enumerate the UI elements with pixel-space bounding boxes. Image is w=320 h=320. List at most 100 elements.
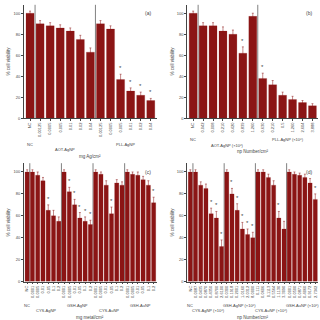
svg-text:mg metal/cm²: mg metal/cm² — [76, 315, 104, 320]
svg-text:0.0005: 0.0005 — [35, 285, 40, 298]
svg-text:(c): (c) — [145, 169, 151, 175]
svg-text:0.9172: 0.9172 — [307, 285, 312, 298]
svg-text:0.042: 0.042 — [200, 122, 205, 133]
svg-text:0.2: 0.2 — [151, 285, 156, 291]
svg-text:0.1: 0.1 — [82, 285, 87, 291]
svg-text:0.0435: 0.0435 — [198, 285, 203, 298]
svg-text:0.0871: 0.0871 — [297, 285, 302, 298]
svg-text:2.7342: 2.7342 — [313, 285, 318, 298]
svg-text:2.0312: 2.0312 — [245, 285, 250, 298]
svg-text:60: 60 — [16, 213, 21, 218]
svg-text:GSH-AuNP: GSH-AuNP — [130, 303, 151, 308]
svg-text:*: * — [210, 199, 213, 205]
svg-text:0.0005: 0.0005 — [47, 122, 52, 135]
svg-text:40: 40 — [16, 74, 21, 79]
svg-text:0.420: 0.420 — [230, 122, 235, 133]
svg-text:0.01: 0.01 — [135, 285, 140, 294]
svg-text:0.00125: 0.00125 — [98, 122, 103, 137]
svg-text:NC: NC — [24, 303, 30, 308]
svg-text:% cell viability: % cell viability — [170, 208, 175, 237]
svg-text:GSH-AgNP (×10⁶): GSH-AgNP (×10⁶) — [223, 303, 256, 308]
svg-text:0.01: 0.01 — [72, 285, 77, 294]
svg-text:(b): (b) — [306, 10, 312, 16]
svg-text:2.6100: 2.6100 — [219, 285, 224, 298]
svg-text:0.1: 0.1 — [51, 285, 56, 291]
svg-text:20: 20 — [16, 257, 21, 262]
svg-text:*: * — [230, 179, 233, 185]
svg-text:NC: NC — [190, 122, 195, 128]
svg-text:1.0160: 1.0160 — [240, 285, 245, 298]
svg-text:0.0500: 0.0500 — [292, 285, 297, 298]
svg-text:*: * — [152, 188, 155, 194]
svg-text:0.0005: 0.0005 — [67, 285, 72, 298]
svg-text:0.02: 0.02 — [138, 122, 143, 131]
svg-text:% cell viability: % cell viability — [170, 47, 175, 76]
svg-text:NC: NC — [27, 142, 33, 147]
svg-text:AOT-AgNP (×10⁶): AOT-AgNP (×10⁶) — [211, 143, 244, 148]
svg-text:20: 20 — [179, 257, 184, 262]
svg-text:20: 20 — [179, 95, 184, 100]
svg-text:0.01: 0.01 — [128, 122, 133, 131]
svg-text:60: 60 — [16, 53, 21, 58]
svg-text:NC: NC — [24, 286, 29, 292]
svg-text:*: * — [78, 204, 81, 210]
svg-text:0.839: 0.839 — [240, 122, 245, 133]
svg-text:0.05: 0.05 — [77, 285, 82, 294]
svg-text:0.01: 0.01 — [104, 285, 109, 294]
svg-text:np Number/cm²: np Number/cm² — [237, 149, 269, 154]
svg-text:80: 80 — [16, 32, 21, 37]
svg-text:CYS-AuNP (×10⁶): CYS-AuNP (×10⁶) — [255, 308, 288, 313]
svg-text:*: * — [110, 198, 113, 204]
svg-text:0.630: 0.630 — [260, 122, 265, 133]
svg-text:0.02: 0.02 — [78, 122, 83, 131]
svg-text:0.0870: 0.0870 — [203, 285, 208, 298]
svg-text:0.04: 0.04 — [88, 122, 93, 131]
svg-text:40: 40 — [179, 235, 184, 240]
svg-text:0.0300: 0.0300 — [224, 285, 229, 298]
svg-text:(a): (a) — [145, 10, 151, 16]
svg-text:0.05: 0.05 — [46, 285, 51, 294]
svg-text:0: 0 — [18, 279, 21, 284]
svg-text:GSH-AuNP (×10⁶): GSH-AuNP (×10⁶) — [286, 303, 319, 308]
svg-text:*: * — [220, 231, 223, 237]
svg-text:0.210: 0.210 — [270, 122, 275, 133]
svg-text:60: 60 — [179, 53, 184, 58]
svg-text:80: 80 — [179, 191, 184, 196]
svg-text:% cell viability: % cell viability — [6, 208, 11, 237]
svg-text:0.008: 0.008 — [210, 122, 215, 133]
svg-text:3.3090: 3.3090 — [281, 285, 286, 298]
svg-text:*: * — [236, 195, 239, 201]
svg-text:*: * — [261, 64, 264, 70]
svg-text:0.8700: 0.8700 — [214, 285, 219, 298]
svg-text:1.260: 1.260 — [250, 122, 255, 133]
svg-text:0.4350: 0.4350 — [208, 285, 213, 298]
svg-text:0.2: 0.2 — [56, 285, 61, 291]
svg-text:100: 100 — [14, 169, 21, 174]
svg-text:% cell viability: % cell viability — [6, 47, 11, 76]
svg-text:AOT-AgNP: AOT-AgNP — [55, 147, 75, 152]
svg-text:CYS-AgNP (×10⁶): CYS-AgNP (×10⁶) — [192, 308, 225, 313]
svg-text:1.1130: 1.1130 — [276, 285, 281, 298]
svg-text:0.111: 0.111 — [255, 285, 260, 295]
svg-text:mg Ag/cm²: mg Ag/cm² — [79, 154, 101, 159]
svg-text:0.0087: 0.0087 — [193, 285, 198, 298]
svg-text:0.0005: 0.0005 — [98, 285, 103, 298]
svg-text:0.0005: 0.0005 — [108, 122, 113, 135]
svg-text:np Number/cm²: np Number/cm² — [237, 315, 269, 320]
svg-text:*: * — [47, 196, 50, 202]
svg-text:*: * — [68, 178, 71, 184]
svg-text:0.05: 0.05 — [109, 285, 114, 294]
svg-text:0.2001: 0.2001 — [234, 285, 239, 298]
svg-text:0.005: 0.005 — [118, 122, 123, 133]
svg-text:80: 80 — [16, 191, 21, 196]
svg-text:*: * — [73, 190, 76, 196]
svg-text:2.604: 2.604 — [300, 122, 305, 133]
svg-text:0.1918: 0.1918 — [229, 285, 234, 298]
svg-text:*: * — [251, 223, 254, 229]
svg-text:40: 40 — [16, 235, 21, 240]
svg-text:0.04: 0.04 — [148, 122, 153, 131]
svg-text:*: * — [129, 79, 132, 85]
svg-text:0.05: 0.05 — [140, 285, 145, 294]
svg-text:*: * — [241, 38, 244, 44]
svg-text:GSH-AgNP: GSH-AgNP — [67, 303, 88, 308]
